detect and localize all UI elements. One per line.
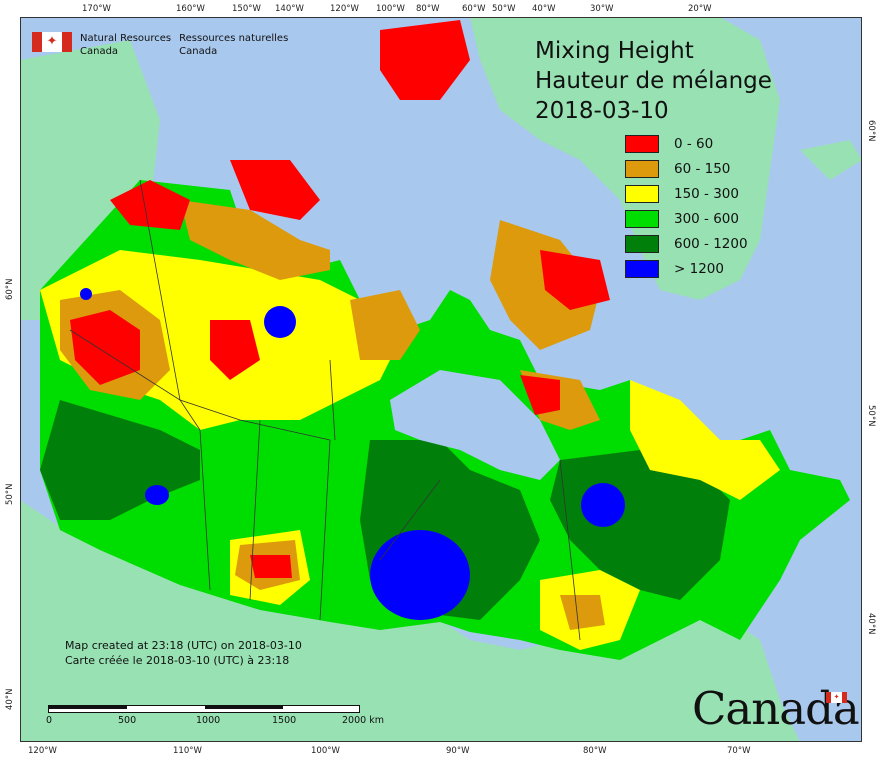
scale-labels: 0 500 1000 1500 2000 km	[46, 713, 384, 727]
graticule-label: 100°W	[311, 746, 340, 756]
graticule-label: 30°W	[590, 4, 614, 14]
graticule-label: 40°W	[532, 4, 556, 14]
map-date: 2018-03-10	[535, 98, 669, 124]
graticule-label: 150°W	[232, 4, 261, 14]
legend-label: 60 - 150	[674, 160, 731, 177]
legend-item: 300 - 600	[625, 206, 748, 231]
graticule-label: 50°W	[492, 4, 516, 14]
agency-en-line2: Canada	[80, 46, 119, 57]
agency-en-line1: Natural Resources	[80, 33, 172, 44]
legend-item: > 1200	[625, 256, 748, 281]
scale-label: 1000	[196, 715, 221, 726]
agency-name-fr: Ressources naturelles Canada	[179, 32, 288, 58]
map-title: Mixing Height Hauteur de mélange 2018-03…	[535, 36, 772, 126]
greenland	[470, 17, 780, 300]
agency-fr-line1: Ressources naturelles	[179, 33, 289, 44]
zone-0-60-arctic-west	[110, 180, 190, 230]
wordmark-flag-icon: ✦	[826, 692, 847, 703]
canada-flag-icon: ✦	[32, 32, 72, 52]
legend-item: 0 - 60	[625, 131, 748, 156]
graticule-label: 80°W	[416, 4, 440, 14]
agency-fr-line2: Canada	[179, 46, 218, 57]
province-boundaries	[69, 179, 581, 641]
scale-label: 0	[46, 715, 53, 726]
legend-swatch	[625, 234, 659, 253]
legend-item: 60 - 150	[625, 156, 748, 181]
zone-0-60-prairie	[250, 555, 292, 578]
graticule-label: 120°W	[330, 4, 359, 14]
zone-0-60-arctic-mid	[230, 160, 320, 220]
graticule-label: 20°W	[688, 4, 712, 14]
zone-0-60-nwt	[210, 320, 260, 380]
zone-0-60-baffin	[540, 250, 610, 310]
zone-0-60-yukon	[70, 310, 140, 385]
zone-60-150-nunavut	[350, 290, 420, 360]
zone-150-300-east	[630, 380, 780, 500]
canada-wordmark: Canada	[692, 682, 860, 735]
graticule-label: 60°W	[462, 4, 486, 14]
legend-swatch	[625, 209, 659, 228]
graticule-label: 110°W	[173, 746, 202, 756]
graticule-label: 50°N	[5, 483, 15, 505]
legend-swatch	[625, 159, 659, 178]
scale-label: 2000 km	[342, 715, 384, 726]
graticule-label: 100°W	[376, 4, 405, 14]
zone-over-1200-bc	[145, 485, 169, 505]
legend-label: 300 - 600	[674, 210, 739, 227]
zone-60-150-ontario	[560, 595, 605, 630]
zone-over-1200-hudson-south	[370, 530, 470, 620]
graticule-label: 140°W	[275, 4, 304, 14]
united-states	[20, 500, 800, 742]
graticule-label: 70°W	[727, 746, 751, 756]
creation-note: Map created at 23:18 (UTC) on 2018-03-10…	[65, 638, 302, 668]
zone-60-150-north-coast	[180, 200, 330, 280]
legend-swatch	[625, 184, 659, 203]
legend-label: 600 - 1200	[674, 235, 748, 252]
legend-label: 150 - 300	[674, 185, 739, 202]
title-french: Hauteur de mélange	[535, 68, 772, 94]
nrcan-logo: ✦ Natural Resources Canada Ressources na…	[32, 32, 288, 58]
legend-label: > 1200	[674, 260, 724, 277]
zone-0-60-ellesmere	[380, 20, 470, 100]
iceland	[800, 140, 862, 180]
graticule-label: 170°W	[82, 4, 111, 14]
graticule-label: 60°N	[5, 278, 15, 300]
legend-label: 0 - 60	[674, 135, 714, 152]
graticule-label: 90°W	[446, 746, 470, 756]
legend-item: 150 - 300	[625, 181, 748, 206]
graticule-label: 40°N	[866, 613, 876, 635]
zone-over-1200-nwt	[264, 306, 296, 338]
zone-0-60-labrador	[520, 375, 560, 415]
hudson-bay	[390, 370, 560, 480]
agency-name-en: Natural Resources Canada	[80, 32, 171, 58]
legend-swatch	[625, 134, 659, 153]
graticule-label: 60°N	[866, 120, 876, 142]
scale-bar: 0 500 1000 1500 2000 km	[46, 705, 384, 727]
graticule-label: 40°N	[5, 688, 15, 710]
scale-label: 500	[118, 715, 137, 726]
graticule-label: 80°W	[583, 746, 607, 756]
legend-item: 600 - 1200	[625, 231, 748, 256]
scale-segment	[49, 706, 127, 709]
legend-swatch	[625, 259, 659, 278]
graticule-label: 160°W	[176, 4, 205, 14]
creation-note-fr: Carte créée le 2018-03-10 (UTC) à 23:18	[65, 654, 290, 667]
scale-segment	[205, 706, 283, 709]
graticule-label: 50°N	[866, 405, 876, 427]
scale-track	[48, 705, 360, 713]
scale-label: 1500	[272, 715, 297, 726]
graticule-label: 120°W	[28, 746, 57, 756]
zone-over-1200-yukon	[80, 288, 92, 300]
legend: 0 - 60 60 - 150 150 - 300 300 - 600 600 - 12…	[625, 131, 748, 281]
creation-note-en: Map created at 23:18 (UTC) on 2018-03-10	[65, 639, 302, 652]
title-english: Mixing Height	[535, 38, 694, 64]
zone-over-1200-quebec	[581, 483, 625, 527]
